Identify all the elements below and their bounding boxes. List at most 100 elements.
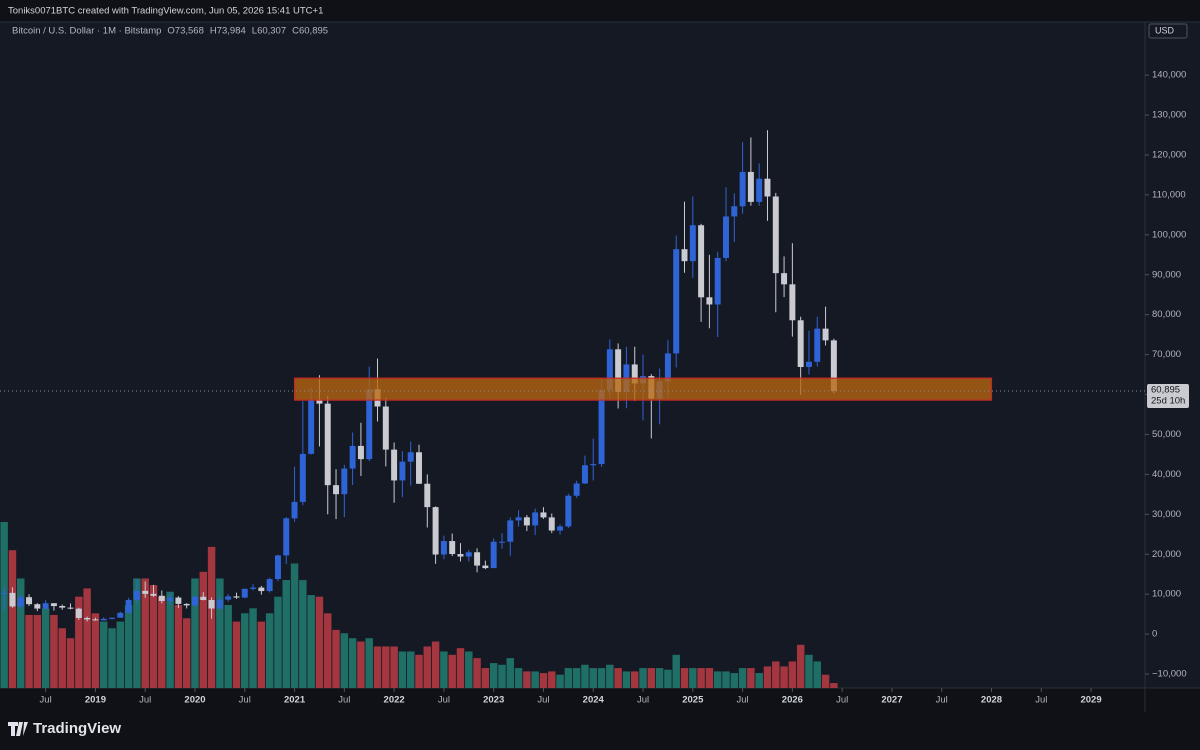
candle-body — [225, 596, 232, 600]
volume-bar — [99, 621, 108, 688]
volume-bar — [249, 608, 257, 688]
candle-body — [673, 249, 680, 354]
ohlc-legend-item: H73,984 — [210, 26, 246, 37]
volume-bar — [780, 666, 788, 688]
candle-body — [92, 619, 99, 621]
candle-body — [664, 353, 671, 382]
volume-bar — [191, 578, 199, 688]
candle-body — [142, 590, 149, 594]
candle-body — [731, 206, 738, 217]
candle-body — [449, 541, 456, 555]
candle-body — [631, 364, 638, 384]
volume-bar — [50, 614, 58, 688]
volume-bar — [606, 664, 614, 688]
volume-bar — [373, 646, 382, 688]
volume-bar — [91, 613, 100, 688]
candle-body — [532, 512, 539, 526]
volume-bar — [274, 596, 282, 688]
candle-body — [789, 284, 796, 321]
candle-body — [291, 501, 298, 519]
last-price-box — [1147, 383, 1189, 408]
volume-bar — [108, 628, 116, 688]
x-tick-label: Jul — [338, 695, 350, 706]
candle-body — [17, 597, 24, 607]
volume-bar — [415, 654, 423, 688]
x-tick-label: 2022 — [384, 695, 405, 706]
volume-bar — [324, 613, 332, 688]
candle-body — [822, 328, 829, 341]
candle-body — [391, 449, 398, 481]
candle-body — [100, 618, 107, 621]
volume-bar — [548, 671, 556, 688]
candle-body — [117, 612, 124, 618]
candle-body — [167, 597, 174, 601]
y-tick-label: 140,000 — [1152, 70, 1186, 81]
candle-body — [465, 552, 472, 557]
logo-mark — [8, 722, 28, 736]
candle-body — [241, 588, 248, 598]
volume-bar — [506, 658, 515, 688]
volume-bar — [423, 646, 432, 688]
volume-bar — [498, 664, 506, 688]
x-tick-label: Jul — [1035, 695, 1047, 706]
volume-bar — [581, 664, 589, 688]
y-tick-label: 70,000 — [1152, 349, 1181, 360]
candle-body — [764, 178, 771, 197]
x-tick-label: 2021 — [284, 695, 306, 706]
candle-body — [565, 495, 572, 527]
volume-bar — [597, 668, 606, 688]
candle-body — [424, 483, 431, 508]
volume-bar — [299, 580, 307, 688]
volume-bar — [182, 618, 191, 688]
volume-bar — [564, 668, 573, 688]
volume-bar — [821, 674, 830, 688]
candle-body — [747, 171, 754, 202]
candle-body — [266, 579, 273, 592]
volume-bar — [448, 654, 456, 688]
candle-body — [432, 507, 439, 555]
candle-body — [805, 361, 812, 367]
volume-bar — [332, 629, 340, 688]
candle-body — [250, 587, 257, 589]
volume-bar — [124, 605, 133, 688]
candle-body — [407, 452, 414, 462]
candle-body — [183, 603, 190, 606]
last-price-label: 60,895 — [1151, 384, 1180, 395]
candle-body — [590, 464, 597, 466]
candle-body — [714, 257, 721, 305]
candle-body — [133, 590, 140, 600]
candle-body — [50, 603, 57, 607]
volume-bar — [805, 654, 813, 688]
volume-bar — [523, 671, 531, 688]
candle-body — [507, 520, 514, 542]
volume-bar — [788, 661, 797, 688]
x-tick-label: 2025 — [682, 695, 704, 706]
candle-body — [67, 607, 74, 609]
y-tick-label: 50,000 — [1152, 429, 1181, 440]
volume-bar — [265, 613, 274, 688]
symbol-title: Bitcoin / U.S. Dollar · 1M · Bitstamp — [12, 26, 161, 37]
candle-body — [9, 592, 16, 607]
y-tick-label: 30,000 — [1152, 509, 1181, 520]
x-tick-label: 2027 — [881, 695, 902, 706]
volume-bar — [763, 666, 772, 688]
volume-bar — [149, 585, 158, 688]
volume-bar — [755, 673, 763, 688]
candle-body — [482, 565, 489, 569]
x-tick-label: Jul — [537, 695, 549, 706]
candle-body — [75, 608, 82, 618]
volume-bar — [348, 638, 357, 688]
volume-bar — [680, 668, 689, 688]
candle-body — [357, 445, 364, 460]
candle-body — [615, 349, 622, 392]
volume-bar — [174, 605, 183, 688]
x-tick-label: 2024 — [583, 695, 605, 706]
candle-body — [573, 483, 580, 496]
volume-bar — [133, 578, 141, 688]
volume-bar — [747, 668, 755, 688]
candle-body — [324, 403, 331, 486]
support-zone — [293, 377, 993, 401]
volume-bar — [33, 614, 42, 688]
candle-body — [830, 340, 837, 391]
